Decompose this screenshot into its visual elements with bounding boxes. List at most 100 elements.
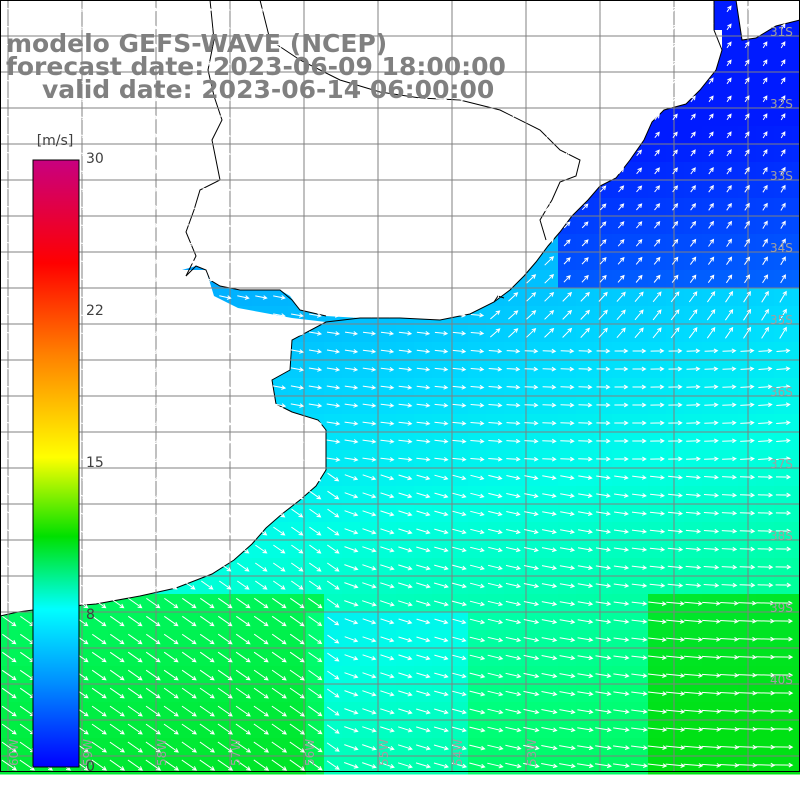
wind-arrow: [345, 223, 358, 228]
wind-arrow: [505, 708, 522, 715]
field-cell: [792, 360, 800, 379]
wind-arrow: [111, 187, 124, 192]
wind-arrow: [523, 708, 540, 715]
wind-arrow: [327, 526, 340, 536]
wind-arrow: [181, 633, 197, 645]
wind-arrow: [737, 672, 758, 678]
wind-arrow: [255, 223, 268, 228]
wind-arrow: [308, 385, 323, 390]
wind-arrow: [310, 42, 321, 48]
wind-arrow: [22, 7, 33, 12]
wind-arrow: [469, 618, 486, 625]
wind-arrow: [147, 472, 160, 482]
wind-arrow: [451, 744, 468, 751]
wind-arrow: [758, 438, 773, 444]
wind-arrow: [219, 508, 232, 518]
wind-arrow: [129, 580, 142, 590]
wind-arrow: [541, 691, 558, 697]
wind-arrow: [3, 490, 16, 500]
wind-arrow: [274, 6, 285, 12]
wind-arrow: [363, 114, 376, 120]
wind-arrow: [668, 492, 683, 498]
wind-arrow: [3, 222, 16, 228]
wind-arrow: [417, 114, 430, 120]
wind-arrow: [147, 115, 159, 120]
wind-arrow: [93, 526, 106, 536]
wind-arrow: [722, 474, 737, 480]
wind-arrow: [110, 420, 125, 427]
wind-arrow: [380, 457, 395, 462]
wind-arrow: [183, 169, 196, 174]
wind-arrow: [398, 384, 413, 390]
wind-arrow: [200, 457, 215, 462]
wind-arrow: [4, 25, 15, 30]
wind-arrow: [398, 600, 413, 607]
wind-arrow: [508, 112, 518, 121]
wind-arrow: [780, 274, 786, 284]
wind-arrow: [545, 22, 554, 31]
wind-arrow: [147, 223, 160, 228]
wind-arrow: [291, 223, 304, 228]
wind-arrow: [435, 42, 448, 48]
wind-arrow: [653, 238, 661, 247]
wind-arrow: [708, 23, 714, 31]
wind-arrow: [398, 421, 413, 426]
wind-arrow: [666, 619, 685, 624]
wind-arrow: [744, 41, 750, 49]
wind-arrow: [128, 402, 143, 408]
wind-arrow: [416, 690, 431, 697]
wind-arrow: [416, 564, 431, 571]
wind-arrow: [542, 529, 557, 535]
wind-arrow: [704, 348, 719, 354]
wind-arrow: [200, 439, 215, 444]
wind-arrow: [654, 5, 660, 13]
wind-arrow: [255, 259, 268, 264]
wind-arrow: [666, 655, 685, 660]
wind-arrow: [469, 762, 486, 769]
wind-arrow: [398, 366, 413, 372]
wind-arrow: [416, 546, 431, 553]
wind-arrow: [111, 580, 124, 590]
wind-arrow: [164, 439, 179, 444]
wind-arrow: [290, 385, 305, 390]
wind-arrow: [310, 24, 321, 30]
wind-arrow: [523, 583, 540, 589]
wind-arrow: [471, 24, 484, 30]
wind-arrow: [775, 582, 792, 588]
wind-arrow: [686, 384, 701, 390]
wind-arrow: [4, 114, 15, 120]
wind-arrow: [165, 490, 178, 500]
wind-arrow: [238, 61, 249, 66]
wind-arrow: [381, 96, 394, 102]
wind-arrow: [721, 564, 738, 570]
wind-arrow: [399, 294, 412, 300]
wind-arrow: [255, 490, 268, 500]
wind-arrow: [599, 203, 607, 211]
field-cell: [792, 612, 800, 631]
wind-arrow: [93, 259, 106, 264]
wind-arrow: [416, 672, 431, 679]
wind-arrow: [327, 616, 340, 626]
wind-arrow: [650, 456, 665, 462]
wind-arrow: [654, 95, 660, 103]
wind-arrow: [22, 132, 33, 138]
wind-arrow: [344, 439, 359, 444]
wind-arrow: [542, 420, 557, 426]
wind-arrow: [508, 40, 518, 49]
wind-arrow: [434, 384, 449, 390]
wind-arrow: [236, 403, 251, 408]
wind-arrow: [580, 309, 591, 320]
wind-arrow: [726, 131, 732, 139]
wind-arrow: [631, 511, 648, 516]
wind-arrow: [523, 547, 539, 553]
wind-arrow: [308, 403, 323, 408]
wind-arrow: [505, 564, 522, 571]
wind-arrow: [756, 600, 775, 606]
wind-arrow: [201, 508, 214, 518]
wind-arrow: [740, 438, 755, 444]
wind-arrow: [165, 259, 178, 264]
wind-arrow: [490, 292, 501, 302]
wind-arrow: [544, 76, 554, 86]
wind-arrow: [271, 741, 288, 753]
wind-arrow: [327, 205, 340, 210]
